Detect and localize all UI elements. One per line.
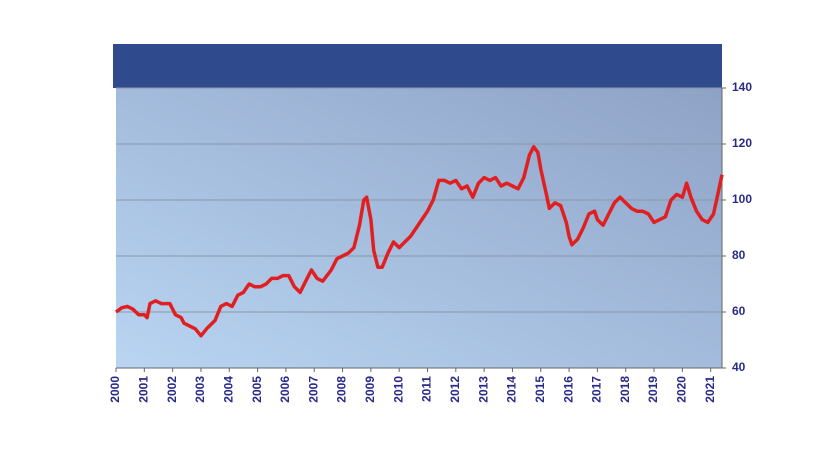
x-tick-label: 2016 bbox=[561, 376, 575, 403]
y-tick-label: 40 bbox=[732, 360, 746, 374]
x-tick-label: 2003 bbox=[193, 376, 207, 403]
x-tick-label: 2019 bbox=[646, 376, 660, 403]
y-tick-label: 140 bbox=[732, 80, 752, 94]
x-tick-label: 2013 bbox=[476, 376, 490, 403]
x-tick-label: 2020 bbox=[675, 376, 689, 403]
y-tick-label: 120 bbox=[732, 136, 752, 150]
x-tick-label: 2004 bbox=[221, 376, 235, 403]
x-tick-label: 2005 bbox=[250, 376, 264, 403]
plot-area bbox=[116, 88, 722, 368]
x-tick-label: 2014 bbox=[505, 376, 519, 403]
y-tick-label: 60 bbox=[732, 304, 746, 318]
header-bar bbox=[113, 44, 722, 88]
x-tick-label: 2021 bbox=[703, 376, 717, 403]
x-tick-label: 2009 bbox=[363, 376, 377, 403]
x-tick-label: 2002 bbox=[165, 376, 179, 403]
x-tick-label: 2007 bbox=[306, 376, 320, 403]
x-tick-label: 2010 bbox=[391, 376, 405, 403]
x-tick-label: 2001 bbox=[136, 376, 150, 403]
y-tick-label: 80 bbox=[732, 248, 746, 262]
x-tick-label: 2011 bbox=[420, 376, 434, 402]
x-tick-label: 2015 bbox=[533, 376, 547, 403]
x-tick-label: 2006 bbox=[278, 376, 292, 403]
x-tick-label: 2012 bbox=[448, 376, 462, 403]
data-line bbox=[114, 145, 724, 338]
y-tick-label: 100 bbox=[732, 192, 752, 206]
x-tick-label: 2018 bbox=[618, 376, 632, 403]
x-tick-label: 2017 bbox=[590, 376, 604, 403]
x-tick-label: 2008 bbox=[335, 376, 349, 403]
x-tick-label: 2000 bbox=[108, 376, 122, 403]
